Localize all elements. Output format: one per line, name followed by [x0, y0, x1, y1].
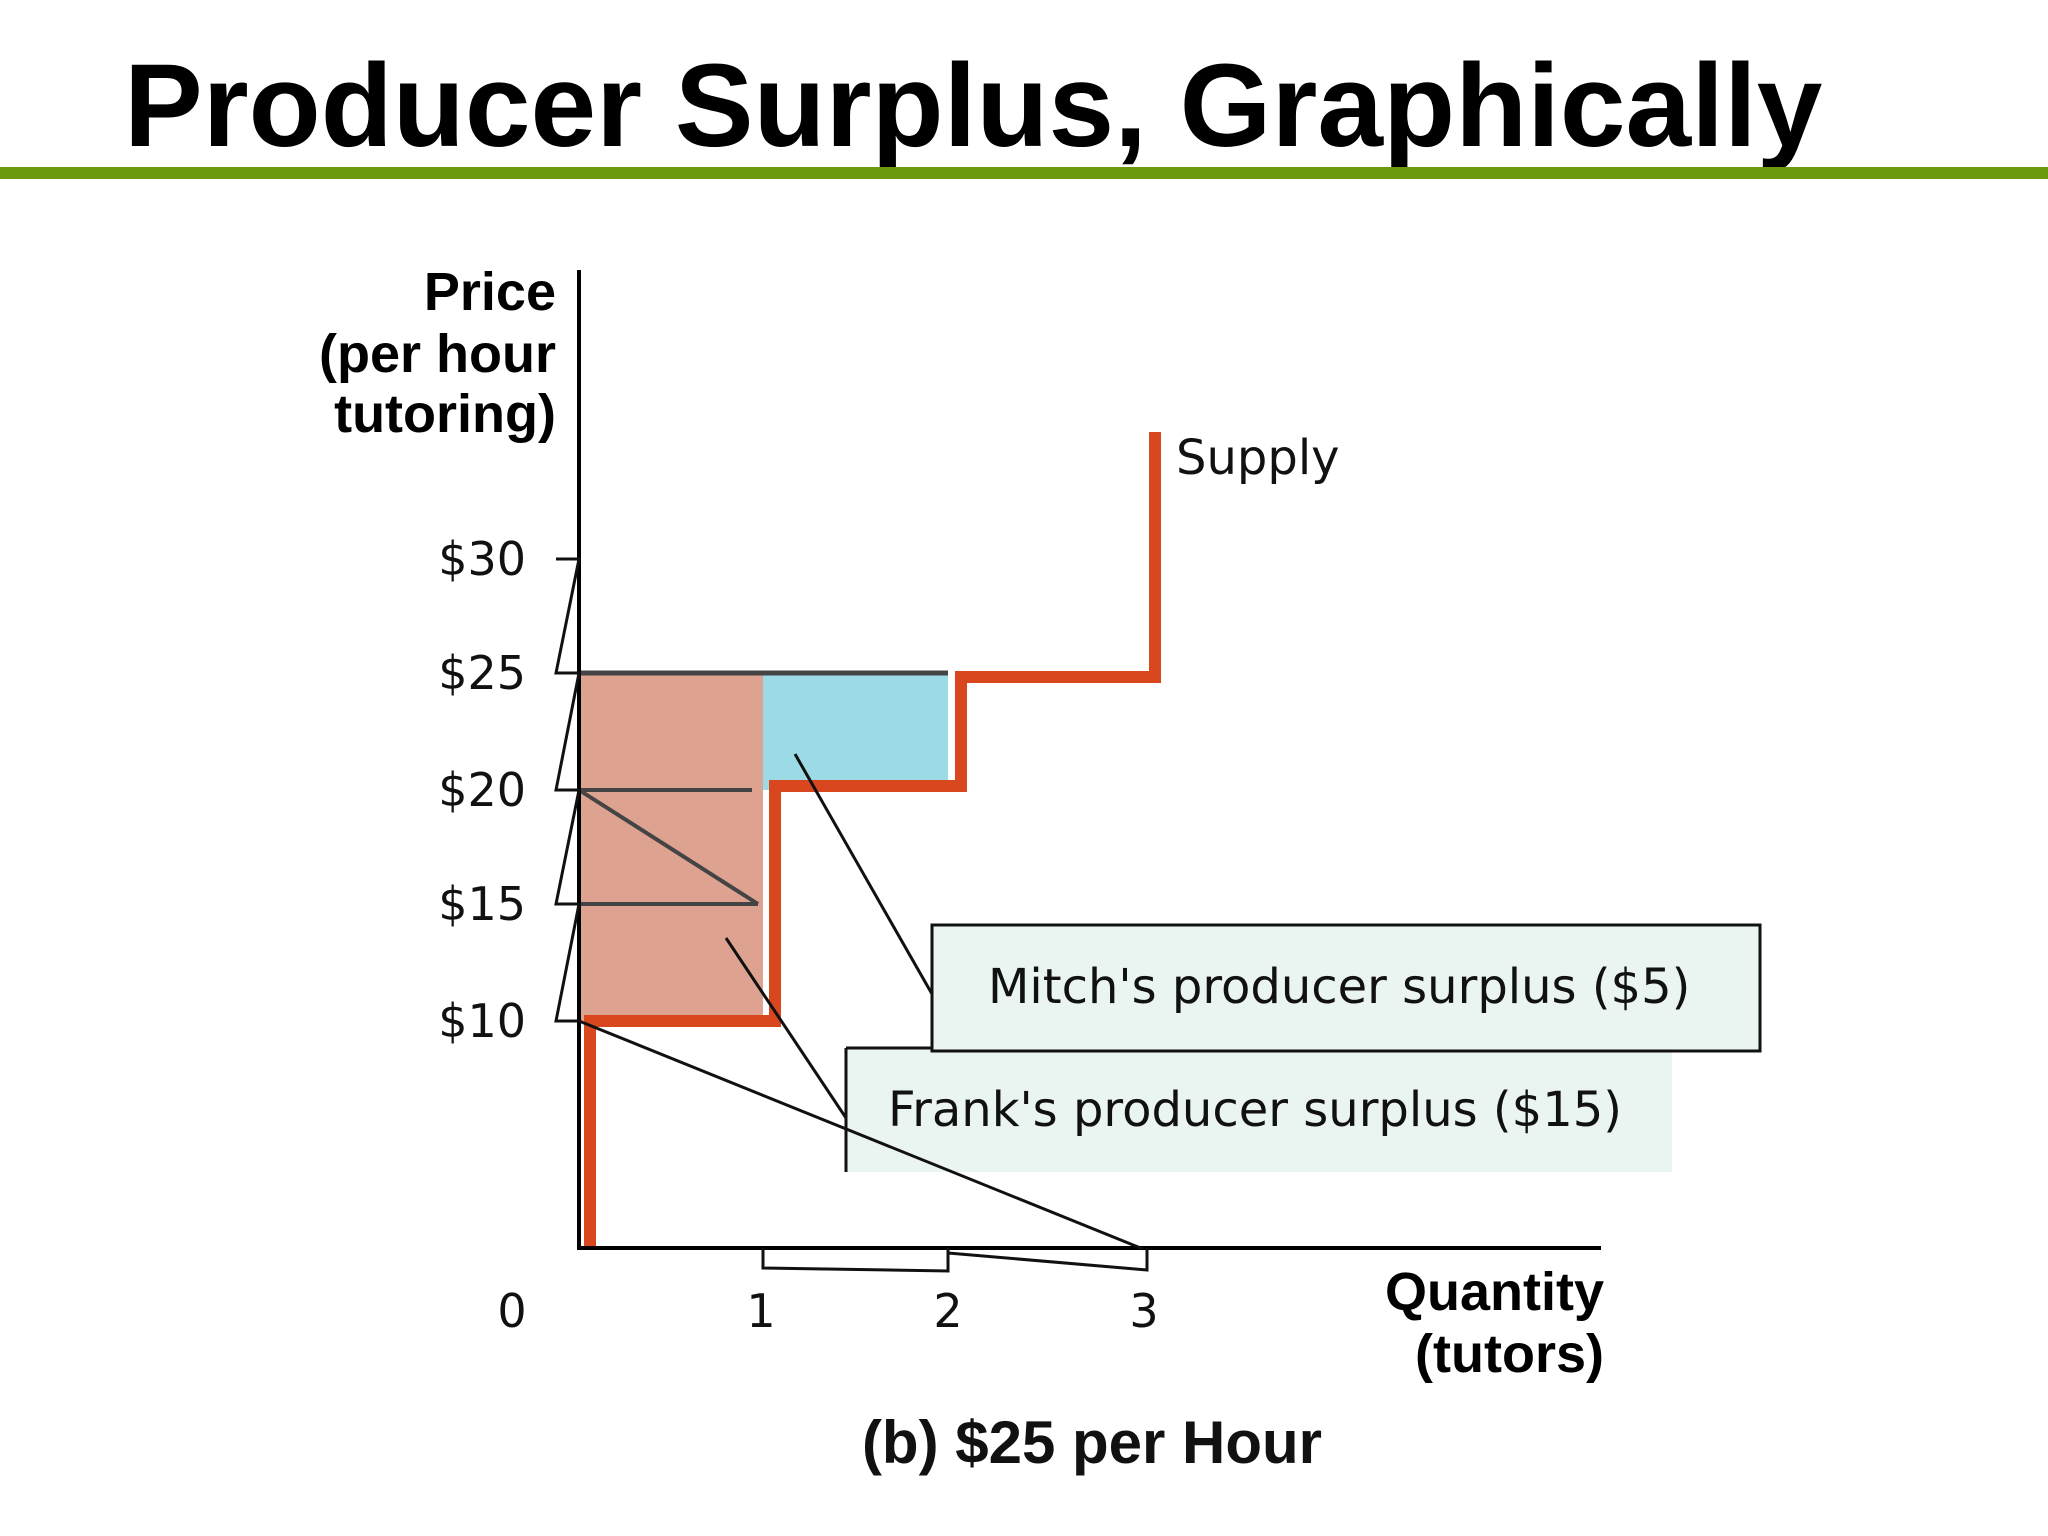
chart-caption: (b) $25 per Hour	[862, 1409, 1322, 1476]
x-axis-break	[761, 1248, 1149, 1273]
x-axis-title-line-2: (tutors)	[1415, 1324, 1604, 1384]
mitch-callout-box	[930, 923, 1762, 1053]
frank-callout-label: Frank's producer surplus ($15)	[888, 1082, 1622, 1138]
y-tick-label: $15	[438, 877, 526, 931]
mitch-callout-label: Mitch's producer surplus ($5)	[988, 959, 1690, 1015]
mitch-leader-line	[793, 753, 934, 995]
y-axis-title-line-1: Price	[424, 262, 556, 322]
y-tick-label: $10	[438, 994, 526, 1048]
y-axis-title-line-2: (per hour	[319, 324, 556, 384]
x-tick-label: 2	[933, 1284, 962, 1338]
x-axis-title-line-1: Quantity	[1385, 1262, 1604, 1322]
y-axis-break	[554, 557, 581, 1023]
y-tick-label: $20	[438, 763, 526, 817]
y-tick-label: $30	[438, 532, 526, 586]
y-tick-group: $10 $15 $20 $25 $30	[438, 532, 526, 1048]
frank-leader-line	[724, 937, 848, 1119]
supply-label: Supply	[1176, 430, 1340, 486]
frank-callout-box	[846, 1048, 1672, 1172]
y-axis-title-line-3: tutoring)	[334, 384, 556, 444]
x-tick-label: 0	[497, 1284, 526, 1338]
ten-leader-line	[578, 1019, 1144, 1251]
title-divider	[0, 167, 2048, 179]
x-tick-group: 0 1 2 3	[497, 1284, 1158, 1338]
supply-curve	[584, 432, 1161, 1248]
guide-line-diagonal	[577, 788, 760, 906]
slide-title: Producer Surplus, Graphically	[124, 40, 1823, 172]
x-tick-label: 1	[746, 1284, 775, 1338]
x-tick-label: 3	[1129, 1284, 1158, 1338]
y-tick-label: $25	[438, 646, 526, 700]
mitch-surplus-area	[763, 673, 948, 790]
